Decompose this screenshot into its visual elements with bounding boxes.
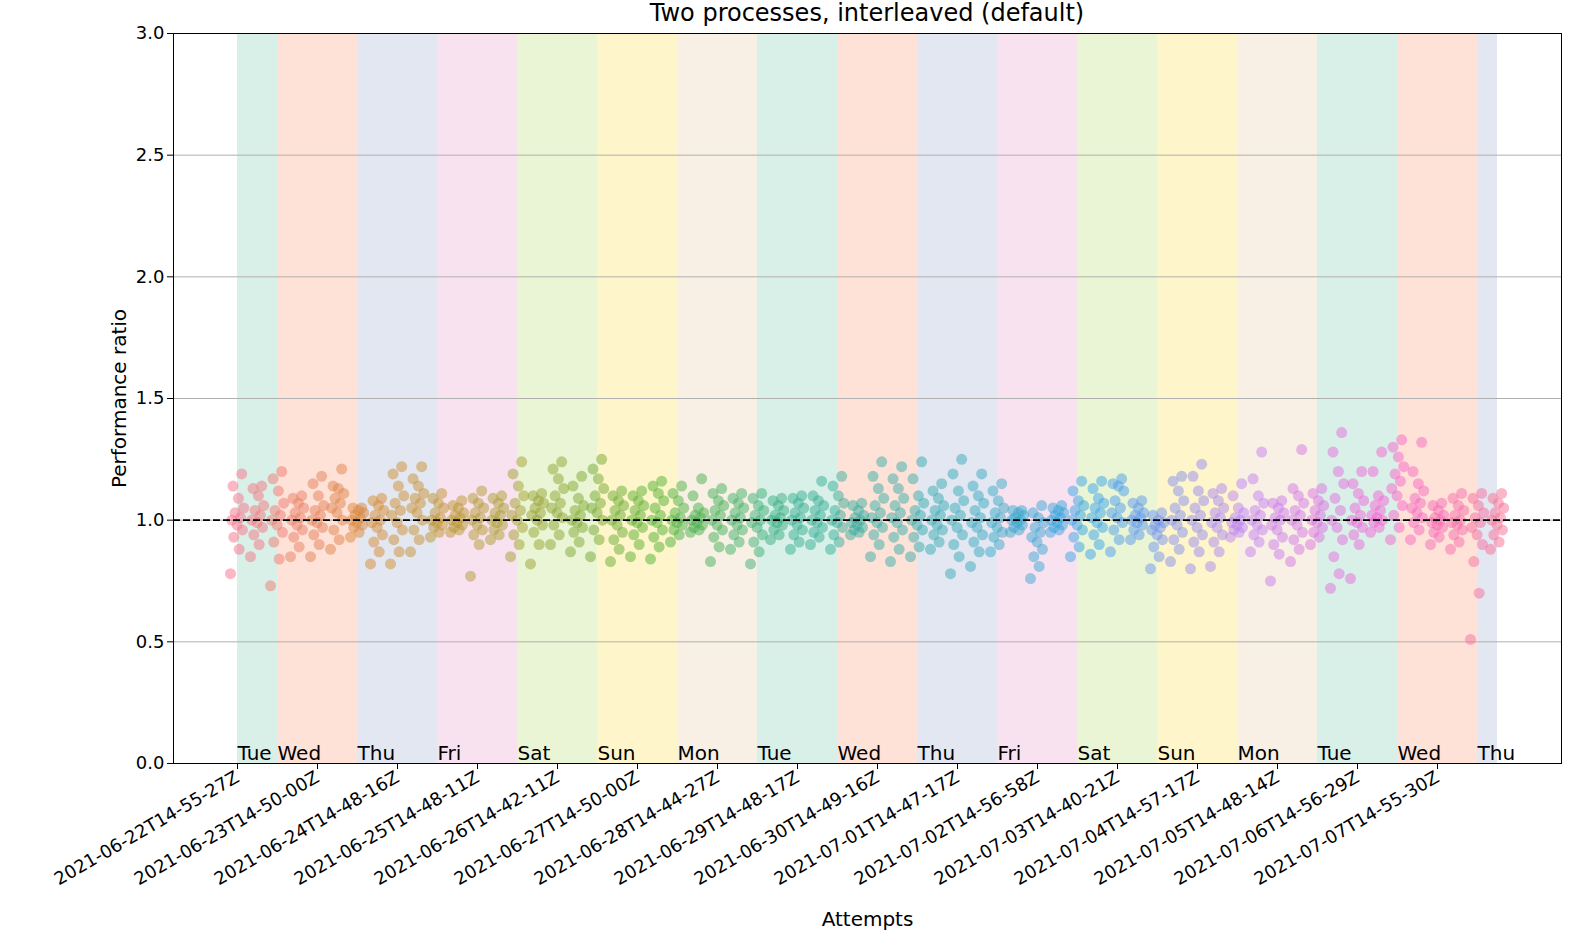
svg-text:2021-07-03T14-40-21Z: 2021-07-03T14-40-21Z — [930, 766, 1123, 890]
svg-text:Wed: Wed — [278, 741, 322, 765]
svg-text:2021-06-29T14-48-17Z: 2021-06-29T14-48-17Z — [610, 766, 803, 890]
svg-text:Tue: Tue — [1317, 741, 1352, 765]
svg-text:2.5: 2.5 — [136, 144, 165, 165]
svg-text:2021-06-25T14-48-11Z: 2021-06-25T14-48-11Z — [290, 766, 483, 890]
svg-text:Tue: Tue — [237, 741, 272, 765]
svg-text:2021-07-01T14-47-17Z: 2021-07-01T14-47-17Z — [770, 766, 963, 890]
svg-text:2021-06-28T14-44-27Z: 2021-06-28T14-44-27Z — [530, 766, 723, 890]
svg-text:2.0: 2.0 — [136, 266, 165, 287]
svg-text:Sat: Sat — [1078, 741, 1111, 765]
svg-text:2021-07-04T14-57-17Z: 2021-07-04T14-57-17Z — [1010, 766, 1203, 890]
svg-text:2021-06-22T14-55-27Z: 2021-06-22T14-55-27Z — [50, 766, 243, 890]
svg-text:2021-07-07T14-55-30Z: 2021-07-07T14-55-30Z — [1250, 766, 1442, 889]
svg-text:2021-07-06T14-56-29Z: 2021-07-06T14-56-29Z — [1170, 766, 1363, 890]
svg-text:Performance ratio: Performance ratio — [107, 309, 131, 488]
svg-text:Mon: Mon — [1238, 741, 1280, 765]
svg-text:Fri: Fri — [438, 741, 462, 765]
svg-text:Sun: Sun — [1158, 741, 1196, 765]
svg-text:Fri: Fri — [998, 741, 1022, 765]
svg-text:Sat: Sat — [518, 741, 551, 765]
svg-text:3.0: 3.0 — [136, 26, 165, 43]
svg-text:Thu: Thu — [1477, 741, 1516, 765]
svg-text:Wed: Wed — [1398, 741, 1442, 765]
svg-text:2021-06-30T14-49-16Z: 2021-06-30T14-49-16Z — [690, 766, 883, 890]
svg-text:Thu: Thu — [917, 741, 956, 765]
svg-text:Sun: Sun — [598, 741, 636, 765]
svg-text:1.5: 1.5 — [136, 387, 165, 408]
svg-text:2021-06-26T14-42-11Z: 2021-06-26T14-42-11Z — [370, 766, 563, 890]
svg-text:Tue: Tue — [757, 741, 792, 765]
svg-text:Thu: Thu — [357, 741, 396, 765]
svg-text:0.5: 0.5 — [136, 631, 165, 652]
svg-text:1.0: 1.0 — [136, 509, 165, 530]
svg-text:Wed: Wed — [838, 741, 882, 765]
html-text:Two processes, interleaved (de: Two processes, interleaved (default) — [649, 0, 1085, 27]
svg-text:Attempts: Attempts — [822, 907, 914, 931]
svg-text:2021-07-05T14-48-14Z: 2021-07-05T14-48-14Z — [1090, 766, 1283, 890]
svg-text:0.0: 0.0 — [136, 752, 165, 773]
svg-text:2021-07-02T14-56-58Z: 2021-07-02T14-56-58Z — [850, 766, 1043, 890]
svg-text:2021-06-24T14-48-16Z: 2021-06-24T14-48-16Z — [210, 766, 403, 890]
svg-text:2021-06-27T14-50-00Z: 2021-06-27T14-50-00Z — [450, 766, 643, 890]
svg-text:Mon: Mon — [678, 741, 720, 765]
svg-text:2021-06-23T14-50-00Z: 2021-06-23T14-50-00Z — [130, 766, 323, 890]
